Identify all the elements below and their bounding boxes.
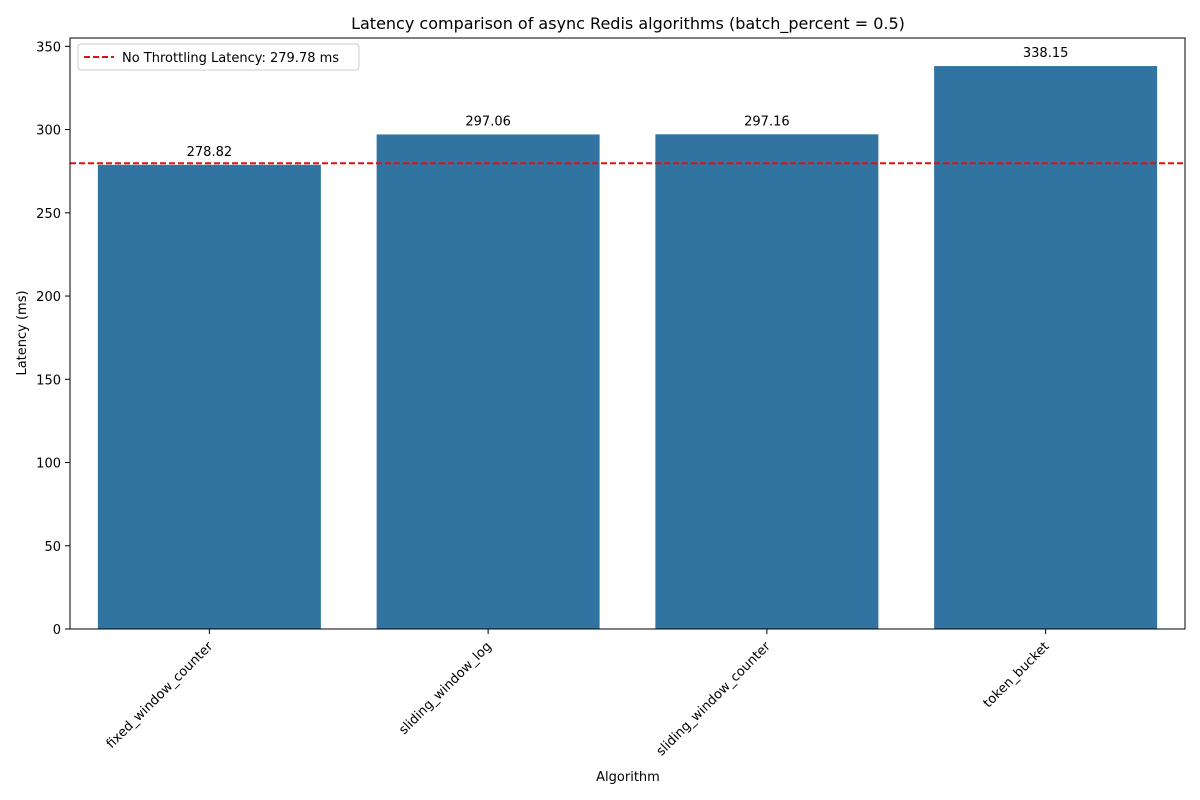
bar-token-bucket — [934, 66, 1158, 629]
bar-fixed-window-counter — [97, 164, 321, 629]
y-tick-label-0: 0 — [53, 623, 61, 638]
y-tick-label-7: 350 — [36, 40, 61, 55]
x-tick-label-0: fixed_window_counter — [104, 639, 217, 752]
legend-frame — [77, 43, 360, 71]
y-tick-label-5: 250 — [36, 207, 61, 222]
bar-sliding-window-counter — [655, 134, 879, 629]
x-tick-label-3: token_bucket — [981, 639, 1053, 711]
y-axis-label: Latency (ms) — [15, 290, 30, 375]
data-label-1: 297.06 — [465, 114, 511, 129]
data-label-2: 297.16 — [744, 114, 790, 129]
x-axis-label: Algorithm — [596, 770, 660, 785]
y-tick-label-3: 150 — [36, 373, 61, 388]
plot-area: 278.82 297.06 297.16 338.15 0 50 100 150 200 250 3… — [36, 37, 1186, 759]
x-tick-label-2: sliding_window_counter — [654, 639, 774, 759]
y-tick-label-6: 300 — [36, 124, 61, 139]
data-label-3: 338.15 — [1023, 46, 1069, 61]
legend-entry-reference: No Throttling Latency: 279.78 ms — [122, 51, 339, 66]
chart-title: Latency comparison of async Redis algori… — [351, 14, 905, 34]
bar-sliding-window-log — [376, 134, 600, 629]
data-label-0: 278.82 — [187, 145, 233, 160]
x-tick-label-1: sliding_window_log — [396, 639, 495, 738]
y-tick-label-1: 50 — [44, 540, 61, 555]
axes-frame — [69, 37, 1186, 630]
legend: No Throttling Latency: 279.78 ms — [77, 43, 360, 71]
y-tick-label-2: 100 — [36, 457, 61, 472]
y-tick-label-4: 200 — [36, 290, 61, 305]
